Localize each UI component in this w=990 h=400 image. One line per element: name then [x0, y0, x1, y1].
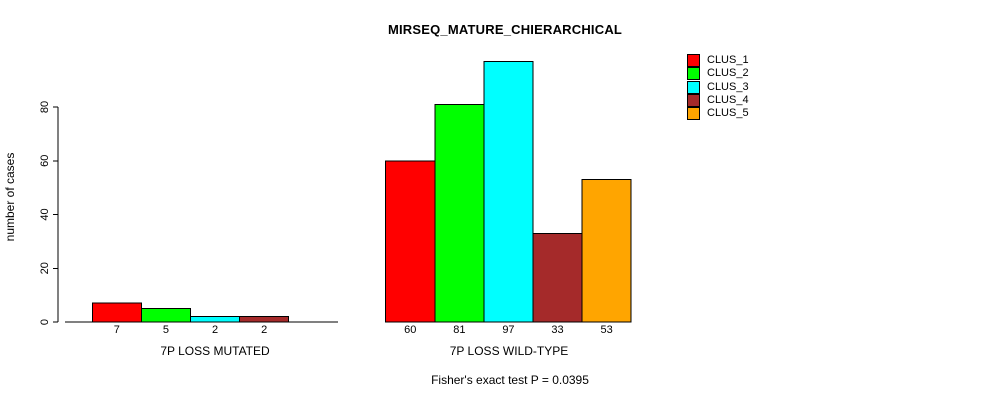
y-tick-label: 40: [39, 208, 51, 220]
bar-clus_1-group0: [91, 302, 142, 323]
bar-clus_1-group1: [385, 160, 436, 323]
legend-row-clus_2: CLUS_2: [687, 67, 749, 81]
bar-value-label: 2: [261, 324, 267, 336]
bar-clus_5-group1: [581, 179, 632, 323]
bar-value-label: 81: [453, 324, 465, 336]
bar-value-label: 2: [212, 324, 218, 336]
bar-clus_2-group0: [140, 308, 191, 323]
group-label-wild-type: 7P LOSS WILD-TYPE: [449, 344, 569, 358]
legend-label: CLUS_5: [707, 107, 749, 120]
y-tick-label: 80: [39, 101, 51, 113]
bar-value-label: 60: [404, 324, 416, 336]
legend-swatch-clus_1: [687, 54, 700, 68]
legend-row-clus_3: CLUS_3: [687, 80, 749, 94]
bar-value-label: 5: [163, 324, 169, 336]
group-label-mutated: 7P LOSS MUTATED: [160, 344, 270, 358]
footnote-fishers-test: Fisher's exact test P = 0.0395: [431, 373, 589, 387]
chart-title: MIRSEQ_MATURE_CHIERARCHICAL: [387, 22, 623, 37]
y-axis-title: number of cases: [3, 153, 17, 242]
bar-value-label: 53: [601, 324, 613, 336]
bar-value-label: 33: [551, 324, 563, 336]
legend-label: CLUS_4: [707, 94, 749, 107]
bar-clus_4-group0: [239, 316, 290, 323]
legend-row-clus_5: CLUS_5: [687, 107, 749, 121]
bar-clus_3-group1: [483, 60, 534, 323]
legend-swatch-clus_3: [687, 80, 700, 94]
legend-row-clus_1: CLUS_1: [687, 54, 749, 68]
bar-value-label: 7: [114, 324, 120, 336]
bar-clus_3-group0: [190, 316, 241, 323]
legend-label: CLUS_1: [707, 54, 749, 67]
legend-swatch-clus_5: [687, 107, 700, 121]
y-tick-label: 0: [39, 319, 51, 325]
legend-swatch-clus_2: [687, 67, 700, 81]
legend: CLUS_1 CLUS_2 CLUS_3 CLUS_4 CLUS_5: [687, 54, 749, 121]
legend-swatch-clus_4: [687, 94, 700, 108]
y-tick-label: 20: [39, 262, 51, 274]
legend-label: CLUS_2: [707, 67, 749, 80]
y-tick-label: 60: [39, 155, 51, 167]
bar-value-label: 97: [502, 324, 514, 336]
legend-label: CLUS_3: [707, 80, 749, 93]
bar-clus_4-group1: [532, 232, 583, 323]
legend-row-clus_4: CLUS_4: [687, 94, 749, 108]
bar-clus_2-group1: [434, 103, 485, 323]
